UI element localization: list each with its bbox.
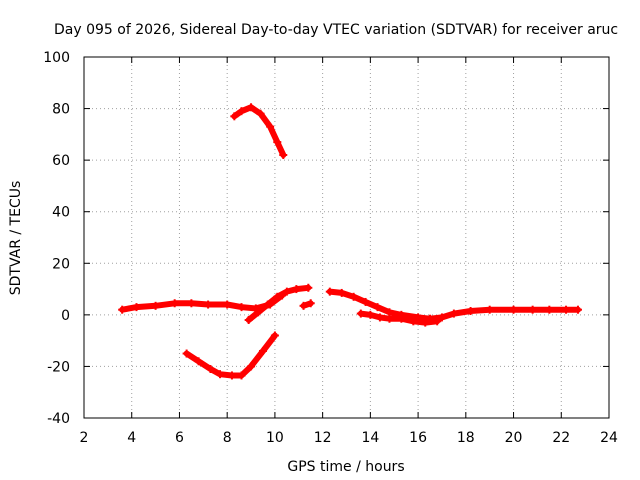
y-axis-label: SDTVAR / TECUs [8,181,24,296]
data-point [545,305,554,314]
data-point [433,317,442,326]
data-point [485,305,494,314]
x-tick-label: 2 [80,430,89,446]
y-tick-label: -20 [47,359,70,375]
data-point [247,103,256,112]
data-point [170,299,179,308]
data-point [466,306,475,315]
x-tick-label: 10 [266,430,284,446]
y-tick-label: 60 [52,153,70,169]
data-point [237,371,246,380]
data-point [573,305,582,314]
data-point [244,316,253,325]
data-point [528,305,537,314]
data-point [237,107,246,116]
x-tick-label: 20 [505,430,523,446]
data-point [216,370,225,379]
x-tick-label: 22 [552,430,570,446]
data-point [304,283,313,292]
x-tick-label: 6 [175,430,184,446]
x-tick-label: 18 [457,430,475,446]
data-point [151,301,160,310]
data-point [204,300,213,309]
data-point [509,305,518,314]
data-point [206,365,215,374]
series-track-low [183,332,278,379]
x-axis-label: GPS time / hours [287,459,404,475]
data-point [256,109,265,118]
x-tick-label: 12 [314,430,332,446]
data-point [194,357,203,366]
data-point [299,301,308,310]
data-point [227,371,236,380]
data-point [306,299,315,308]
data-point [251,304,260,313]
data-point [187,299,196,308]
data-point [385,314,394,323]
chart-title: Day 095 of 2026, Sidereal Day-to-day VTE… [54,22,618,38]
x-tick-label: 24 [600,430,618,446]
data-point [409,317,418,326]
data-point [182,349,191,358]
data-point [397,314,406,323]
data-point [230,112,239,121]
data-point [118,305,127,314]
plot-frame [83,56,610,419]
series [118,103,582,380]
data-point [325,287,334,296]
data-point [223,300,232,309]
y-tick-label: 40 [52,205,70,221]
y-tick-label: 0 [61,308,70,324]
data-point [361,297,370,306]
data-point [237,303,246,312]
data-point [247,362,256,371]
y-tick-label: 20 [52,256,70,272]
data-point [258,346,267,355]
data-point [366,310,375,319]
data-point [278,291,287,300]
data-point [270,331,279,340]
x-tick-label: 16 [409,430,427,446]
data-point [356,309,365,318]
data-point [132,303,141,312]
y-tick-label: 80 [52,102,70,118]
y-tick-label: 100 [43,50,70,66]
data-point [279,150,288,159]
y-tick-label: -40 [47,411,70,427]
data-point [282,287,291,296]
data-point [273,138,282,147]
data-point [373,303,382,312]
x-tick-label: 4 [127,430,136,446]
x-tick-label: 14 [361,430,379,446]
data-point [337,288,346,297]
data-point [349,292,358,301]
data-point [437,313,446,322]
data-point [449,309,458,318]
data-point [562,305,571,314]
data-point [266,300,275,309]
data-point [421,318,430,327]
x-tick-label: 8 [223,430,232,446]
data-point [266,122,275,131]
data-point [292,285,301,294]
data-point [375,313,384,322]
grid [84,57,609,418]
